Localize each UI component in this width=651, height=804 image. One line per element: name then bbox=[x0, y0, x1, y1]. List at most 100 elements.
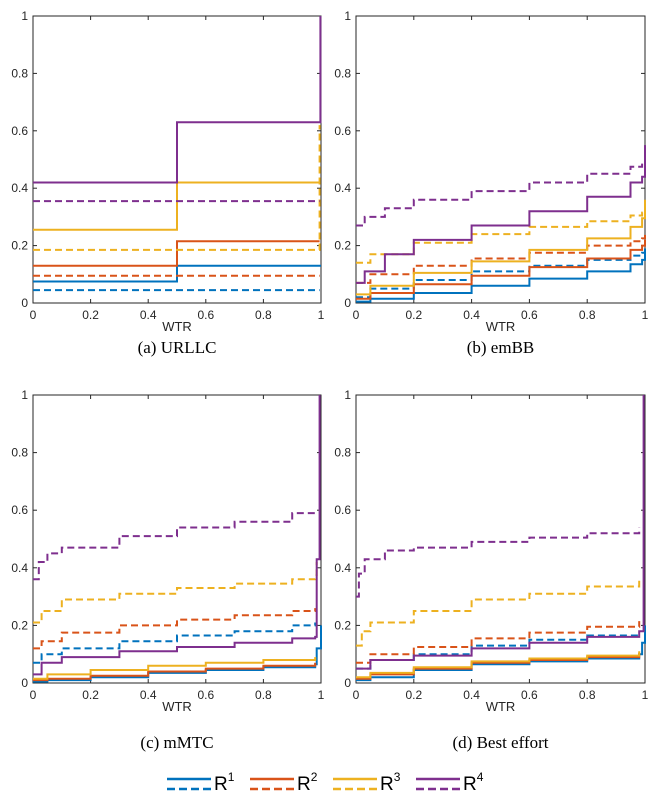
y-tick-label: 0.6 bbox=[11, 503, 28, 517]
y-tick-label: 1 bbox=[344, 388, 351, 402]
x-tick-label: 0.4 bbox=[140, 308, 157, 322]
legend: R1 R2 R3 R4 bbox=[167, 770, 484, 795]
x-tick-label: 0.4 bbox=[463, 308, 480, 322]
plot-frame bbox=[32, 15, 322, 304]
series-line-r3-dashed bbox=[356, 208, 646, 264]
legend-item: R1 bbox=[167, 770, 235, 795]
x-tick-label: 0 bbox=[30, 308, 37, 322]
legend-label: R3 bbox=[380, 770, 401, 795]
y-tick-label: 0.4 bbox=[11, 561, 28, 575]
y-tick-label: 1 bbox=[21, 9, 28, 23]
series-line-r4-solid bbox=[33, 16, 322, 184]
series-line-r4-dashed bbox=[33, 510, 317, 581]
x-tick-label: 0.4 bbox=[140, 688, 157, 702]
legend-label: R1 bbox=[214, 770, 235, 795]
x-tick-label: 0 bbox=[30, 688, 37, 702]
y-tick-label: 0.2 bbox=[11, 239, 28, 253]
x-tick-label: 0.4 bbox=[463, 688, 480, 702]
chart-panel-2: 0 0.2 0.4 0.6 0.8 1 0 0.2 0.4 0.6 0.8 1 WTR bbox=[334, 9, 648, 334]
x-axis-label: WTR bbox=[162, 319, 192, 334]
legend-item: R4 bbox=[416, 770, 484, 795]
chart-caption: (a) URLLC bbox=[138, 338, 217, 357]
series-line-r2-dashed bbox=[33, 608, 317, 650]
series-line-r2-dashed bbox=[356, 621, 641, 664]
x-tick-label: 1 bbox=[642, 308, 649, 322]
y-tick-label: 0.2 bbox=[11, 618, 28, 632]
legend-label-superscript: 4 bbox=[477, 770, 484, 784]
series-line-r3-dashed bbox=[33, 125, 321, 251]
series-line-r4-dashed bbox=[356, 527, 641, 598]
legend-label: R2 bbox=[297, 770, 318, 795]
series-line-r3-solid bbox=[33, 657, 317, 680]
series-line-r4-dashed bbox=[356, 156, 646, 227]
series-line-r2-solid bbox=[356, 652, 641, 680]
chart-panel-1: 0 0.2 0.4 0.6 0.8 1 0 0.2 0.4 0.6 0.8 1 WTR bbox=[11, 9, 324, 334]
x-tick-label: 0.2 bbox=[82, 688, 99, 702]
series-line-r1-dashed bbox=[33, 622, 317, 664]
x-tick-label: 0.2 bbox=[405, 308, 422, 322]
y-tick-label: 1 bbox=[21, 388, 28, 402]
series-line-r1-solid bbox=[356, 248, 646, 303]
y-tick-label: 0.2 bbox=[334, 618, 351, 632]
plot-frame bbox=[355, 15, 646, 304]
y-tick-label: 0 bbox=[344, 676, 351, 690]
series-line-r1-solid bbox=[33, 264, 321, 283]
x-tick-label: 1 bbox=[318, 308, 325, 322]
y-tick-label: 0.4 bbox=[334, 561, 351, 575]
x-tick-label: 1 bbox=[318, 688, 325, 702]
x-tick-label: 0.8 bbox=[255, 688, 272, 702]
series-line-r4-solid bbox=[356, 145, 646, 284]
y-tick-label: 0.8 bbox=[334, 66, 351, 80]
series-line-r3-dashed bbox=[356, 579, 641, 647]
legend-item: R3 bbox=[333, 770, 401, 795]
legend-label-superscript: 3 bbox=[394, 770, 401, 784]
series-line-r1-dashed bbox=[356, 245, 646, 299]
y-tick-label: 0.6 bbox=[11, 124, 28, 138]
chart-caption: (c) mMTC bbox=[140, 733, 213, 752]
y-tick-label: 0 bbox=[21, 676, 28, 690]
legend-label-superscript: 1 bbox=[228, 770, 235, 784]
x-tick-label: 0.6 bbox=[521, 308, 538, 322]
chart-panel-3: 0 0.2 0.4 0.6 0.8 1 0 0.2 0.4 0.6 0.8 1 WTR bbox=[11, 388, 324, 714]
y-tick-label: 0.8 bbox=[11, 446, 28, 460]
series-line-r4-solid bbox=[356, 395, 645, 670]
series-line-r2-solid bbox=[33, 240, 320, 267]
chart-captions: (a) URLLC (b) emBB (c) mMTC (d) Best effort bbox=[138, 338, 549, 752]
series-line-r2-solid bbox=[356, 239, 646, 300]
y-tick-label: 0.8 bbox=[11, 66, 28, 80]
x-tick-label: 0 bbox=[353, 688, 360, 702]
series-line-r3-solid bbox=[356, 199, 646, 296]
chart-caption: (d) Best effort bbox=[453, 733, 549, 752]
series-line-r3-dashed bbox=[33, 562, 318, 624]
y-tick-label: 0.6 bbox=[334, 124, 351, 138]
x-tick-label: 0.8 bbox=[255, 308, 272, 322]
series-line-r3-solid bbox=[33, 181, 320, 231]
series-line-r1-solid bbox=[356, 625, 646, 682]
legend-label: R4 bbox=[463, 770, 484, 795]
x-tick-label: 0.6 bbox=[197, 308, 214, 322]
chart-caption: (b) emBB bbox=[467, 338, 535, 357]
y-tick-label: 0 bbox=[21, 296, 28, 310]
legend-item: R2 bbox=[250, 770, 318, 795]
x-axis-label: WTR bbox=[486, 319, 516, 334]
y-tick-label: 0.8 bbox=[334, 446, 351, 460]
x-tick-label: 0.8 bbox=[579, 688, 596, 702]
x-axis-label: WTR bbox=[162, 699, 192, 714]
chart-panel-4: 0 0.2 0.4 0.6 0.8 1 0 0.2 0.4 0.6 0.8 1 WTR bbox=[334, 388, 648, 714]
x-tick-label: 0.2 bbox=[405, 688, 422, 702]
series-line-r3-solid bbox=[356, 651, 641, 679]
y-tick-label: 1 bbox=[344, 9, 351, 23]
x-tick-label: 0.6 bbox=[521, 688, 538, 702]
plot-frame bbox=[32, 394, 322, 684]
chart-panels: 0 0.2 0.4 0.6 0.8 1 0 0.2 0.4 0.6 0.8 1 WTR 0 0.2 0.4 0.… bbox=[11, 9, 648, 714]
legend-label-superscript: 2 bbox=[311, 770, 318, 784]
y-tick-label: 0.4 bbox=[334, 181, 351, 195]
x-tick-label: 0.8 bbox=[579, 308, 596, 322]
y-tick-label: 0.6 bbox=[334, 503, 351, 517]
y-tick-label: 0.4 bbox=[11, 181, 28, 195]
series-line-r4-solid bbox=[33, 395, 321, 676]
x-tick-label: 1 bbox=[642, 688, 649, 702]
x-tick-label: 0.2 bbox=[82, 308, 99, 322]
x-axis-label: WTR bbox=[486, 699, 516, 714]
